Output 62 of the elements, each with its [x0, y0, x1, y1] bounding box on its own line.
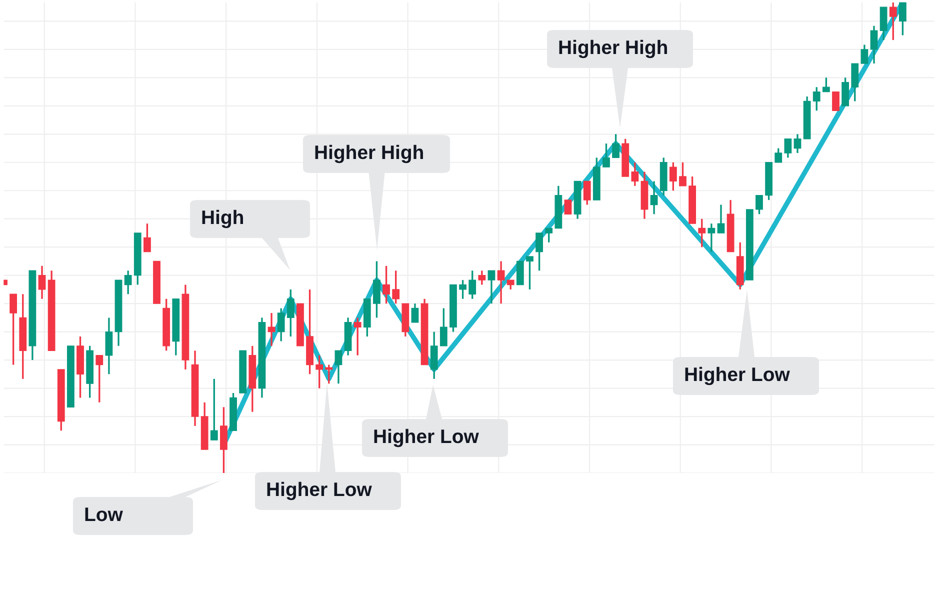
candlestick [851, 62, 859, 102]
candlestick [411, 302, 419, 324]
candlestick [870, 25, 878, 64]
candlestick [679, 162, 686, 187]
candlestick [822, 76, 830, 93]
candlestick [880, 6, 888, 41]
candlestick [784, 138, 792, 159]
candlestick [526, 256, 534, 290]
candlestick [382, 265, 390, 304]
candlestick [497, 260, 505, 304]
candlestick [96, 354, 104, 404]
candlestick [669, 162, 677, 192]
candlestick [440, 307, 448, 347]
annotation: Higher High [559, 40, 667, 58]
text: Low [85, 508, 123, 522]
candlestick [488, 270, 496, 304]
candlestick [124, 270, 132, 295]
candlestick [812, 86, 820, 112]
candlestick [545, 227, 553, 244]
annotation: High [202, 210, 243, 228]
candlestick [536, 232, 543, 272]
candlestick [316, 354, 324, 390]
candlestick [698, 218, 706, 248]
candlestick [602, 142, 610, 168]
annotation: Higher Low [374, 428, 479, 448]
candlestick [373, 260, 380, 319]
candlestick [506, 279, 514, 290]
annotation: Higher High [315, 144, 423, 164]
candlestick [774, 147, 782, 164]
candlestick [468, 270, 476, 300]
candlestick [10, 293, 18, 366]
text: Higher Low [267, 482, 372, 500]
candlestick [631, 162, 639, 187]
candlestick [277, 307, 285, 342]
candlestick [860, 44, 868, 64]
candlestick [430, 330, 438, 380]
candlestick [478, 270, 486, 286]
candlestick [842, 76, 850, 107]
candlestick [650, 180, 658, 215]
candlestick [38, 265, 46, 300]
candlestick [459, 279, 466, 300]
candlestick [286, 288, 294, 338]
candlestick [325, 364, 333, 384]
candlestick [708, 222, 716, 253]
candlestick [210, 378, 218, 441]
candlestick [354, 316, 362, 356]
candlestick [105, 316, 113, 375]
candlestick [889, 2, 897, 41]
candlestick [144, 222, 151, 253]
annotation: Higher Low [685, 366, 790, 386]
candlestick [583, 180, 591, 206]
candlestick [612, 133, 620, 159]
candlestick [220, 406, 228, 473]
candlestick [516, 260, 524, 286]
candlestick [898, 2, 906, 36]
candlestick [832, 91, 840, 111]
candlestick [794, 133, 802, 154]
candlestick [564, 200, 572, 214]
candlestick [392, 270, 400, 304]
candlestick [334, 350, 342, 384]
candlestick [756, 194, 763, 215]
candlestick [717, 204, 725, 234]
